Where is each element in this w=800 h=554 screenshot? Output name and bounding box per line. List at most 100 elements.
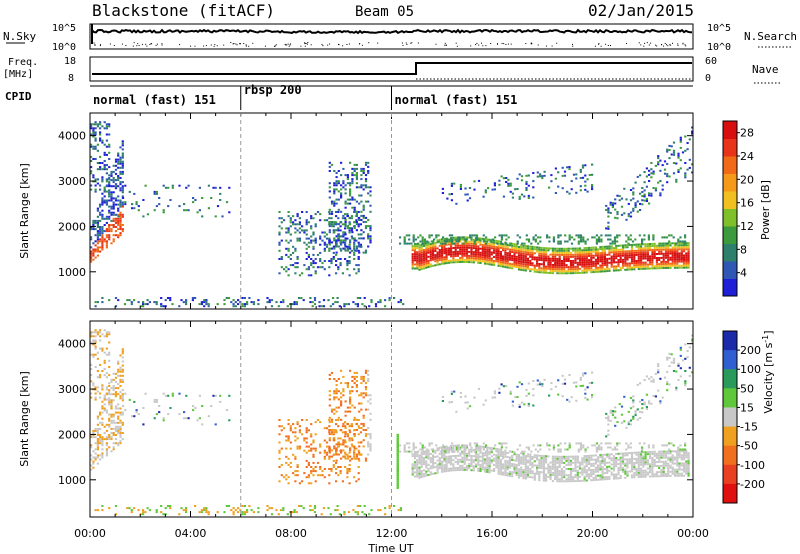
power-cell <box>588 174 591 176</box>
nsky-panel-frame <box>89 23 694 50</box>
power-cell <box>450 245 453 248</box>
velocity-cell <box>488 461 491 464</box>
power-cell <box>99 162 102 164</box>
power-cell <box>646 257 649 260</box>
power-cell <box>421 240 424 243</box>
power-cell <box>679 140 682 143</box>
velocity-cell <box>355 453 358 456</box>
velocity-cell <box>522 460 525 463</box>
power-cell <box>637 259 640 262</box>
power-cell <box>655 261 658 264</box>
power-cell <box>298 231 301 234</box>
power-cell <box>493 262 496 264</box>
power-cell <box>673 248 677 251</box>
power-cell <box>673 262 677 265</box>
power-cell <box>502 195 505 198</box>
power-cell <box>119 221 122 224</box>
power-cell <box>644 243 647 246</box>
power-cell <box>680 250 683 253</box>
power-cell <box>94 244 97 247</box>
power-cell <box>504 264 507 266</box>
velocity-cell <box>346 386 349 389</box>
velocity-cell <box>367 378 370 380</box>
nsearch-dot <box>230 42 232 43</box>
velocity-cell <box>105 454 108 457</box>
velocity-cell <box>108 403 111 406</box>
power-cell <box>178 184 181 187</box>
power-cell <box>676 260 679 263</box>
velocity-cell <box>340 404 343 407</box>
power-colorbar-tick-label: 16 <box>740 197 754 210</box>
velocity-cell <box>420 476 423 479</box>
power-cell <box>560 270 563 273</box>
power-cell <box>520 264 523 267</box>
power-cell <box>422 259 426 262</box>
velocity-cell <box>114 429 118 432</box>
power-cell <box>470 244 473 247</box>
power-cell <box>513 257 516 260</box>
power-cell <box>201 215 204 218</box>
power-cell <box>90 226 93 228</box>
power-cell <box>610 247 613 250</box>
power-cell <box>442 242 445 245</box>
power-cell <box>92 123 95 126</box>
power-cell <box>534 234 537 237</box>
power-cell <box>349 223 352 226</box>
velocity-cell <box>524 463 527 466</box>
velocity-cell <box>565 459 568 462</box>
power-cell <box>552 238 555 241</box>
power-cell <box>110 191 113 194</box>
power-cell <box>305 237 308 240</box>
velocity-cell <box>341 480 344 483</box>
power-cell <box>678 254 681 257</box>
power-cell <box>664 248 668 251</box>
power-cell <box>289 258 292 260</box>
velocity-cell <box>551 455 554 458</box>
velocity-cell <box>367 373 370 376</box>
power-cell <box>183 203 186 206</box>
power-cell <box>294 266 297 269</box>
velocity-cell <box>367 453 370 456</box>
power-cell <box>533 258 536 261</box>
power-cell <box>649 255 652 258</box>
power-cell <box>464 187 467 190</box>
power-cell <box>121 213 124 216</box>
power-cell <box>349 239 352 242</box>
velocity-cell <box>291 511 294 514</box>
velocity-cell <box>94 456 97 459</box>
velocity-cell <box>360 378 363 380</box>
power-cell <box>441 192 444 194</box>
power-cell <box>468 197 472 200</box>
power-cell <box>511 251 514 253</box>
velocity-cell <box>124 409 127 412</box>
nsearch-dot <box>136 45 138 47</box>
power-cell <box>669 244 672 247</box>
nsearch-dot <box>179 44 181 46</box>
velocity-cell <box>427 453 430 456</box>
power-cell <box>558 272 561 275</box>
power-cell <box>108 125 111 128</box>
velocity-cell <box>353 375 356 378</box>
power-cell <box>606 253 609 256</box>
velocity-cell <box>364 382 368 385</box>
power-cell <box>597 268 600 271</box>
nsearch-dot <box>545 45 547 47</box>
velocity-cell <box>508 458 511 461</box>
power-cell <box>560 260 563 262</box>
power-cell <box>470 246 473 249</box>
velocity-cell <box>185 509 188 512</box>
power-cell <box>579 240 583 243</box>
velocity-cell <box>344 414 347 417</box>
power-cell <box>590 271 593 274</box>
power-cell <box>569 255 573 258</box>
nsearch-dot <box>304 42 306 44</box>
velocity-cell <box>411 455 414 458</box>
velocity-cell <box>114 372 118 375</box>
power-cell <box>354 303 357 306</box>
power-cell <box>630 243 634 246</box>
velocity-cell <box>545 475 548 478</box>
power-cell <box>328 217 331 220</box>
velocity-cell <box>432 450 435 453</box>
power-cell <box>142 305 145 308</box>
power-cell <box>285 231 288 234</box>
